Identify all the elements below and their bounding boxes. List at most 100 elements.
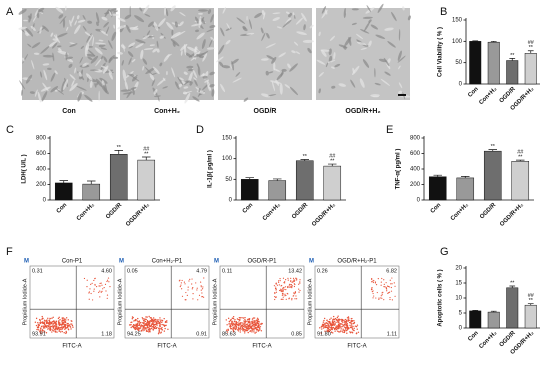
plot-frame <box>219 265 305 339</box>
event-dot <box>39 330 41 333</box>
event-dot <box>274 292 276 295</box>
cell-texture <box>268 71 274 74</box>
cell-texture <box>82 15 86 20</box>
event-dot <box>58 329 60 331</box>
event-dot <box>351 332 354 334</box>
cell-texture <box>269 80 282 84</box>
event-dot <box>185 299 187 301</box>
cell-texture <box>209 25 216 29</box>
event-dot <box>50 325 53 328</box>
event-dot <box>226 324 228 326</box>
y-tick-label: 200 <box>410 182 421 188</box>
cell-texture <box>202 75 208 79</box>
event-dot <box>47 317 49 319</box>
event-dot <box>150 324 153 327</box>
event-dot <box>43 330 45 332</box>
cell-texture <box>71 79 75 87</box>
event-dot <box>239 317 242 319</box>
event-dot <box>233 323 235 325</box>
cell-texture <box>182 90 193 95</box>
error-bar <box>509 285 516 288</box>
event-dot <box>282 291 284 293</box>
significance-mark: ** <box>510 53 515 59</box>
event-dot <box>66 322 68 325</box>
event-dot <box>320 332 322 334</box>
cell-texture <box>130 75 140 82</box>
event-dot <box>276 284 279 286</box>
cell-texture <box>397 50 402 61</box>
event-dot <box>342 331 344 334</box>
event-dot <box>244 322 246 325</box>
event-dot <box>93 288 95 290</box>
event-dot <box>148 321 151 324</box>
cell-texture <box>50 72 56 82</box>
event-dot <box>257 326 260 329</box>
event-dot <box>201 292 203 294</box>
event-dot <box>188 280 190 282</box>
event-dot <box>373 279 375 282</box>
event-dot <box>249 327 251 329</box>
cell-texture <box>351 22 357 26</box>
event-dot <box>321 328 323 330</box>
cell-texture <box>102 65 109 74</box>
y-axis-label: Propidium Iodide-A <box>117 278 123 325</box>
event-dot <box>274 287 277 290</box>
event-dot <box>90 292 92 295</box>
x-tick-label: OGD/R+H₂ <box>499 202 525 228</box>
event-dot <box>142 330 144 332</box>
event-dot <box>251 325 253 327</box>
event-dot <box>334 324 336 326</box>
cell-texture <box>55 33 58 41</box>
event-dot <box>238 328 241 330</box>
event-dot <box>166 320 168 322</box>
event-dot <box>44 324 46 326</box>
micrograph <box>316 3 411 100</box>
cell-texture <box>184 92 191 104</box>
event-dot <box>239 326 241 328</box>
cell-texture <box>156 40 159 48</box>
event-dot <box>225 319 227 321</box>
cell-texture <box>39 26 42 34</box>
event-dot <box>332 332 334 334</box>
event-dot <box>101 284 103 286</box>
event-dot <box>252 322 254 325</box>
event-dot <box>296 279 298 281</box>
cell-texture <box>42 63 50 66</box>
event-dot <box>332 326 335 329</box>
event-dot <box>137 321 140 323</box>
quadrant-percent: 0.91 <box>196 331 207 337</box>
event-dot <box>337 324 340 327</box>
event-dot <box>71 324 74 327</box>
event-dot <box>128 324 131 326</box>
micrograph <box>215 6 315 102</box>
bar <box>240 179 259 201</box>
event-dot <box>86 286 88 288</box>
event-dot <box>50 328 52 331</box>
event-dot <box>107 277 110 279</box>
event-dot <box>383 299 385 301</box>
event-dot <box>345 319 348 322</box>
cell-texture <box>126 90 132 99</box>
event-dot <box>372 297 374 299</box>
bar <box>469 41 482 85</box>
cell-texture <box>87 56 93 61</box>
bar <box>511 161 530 201</box>
event-dot <box>343 331 346 334</box>
event-dot <box>249 321 251 323</box>
event-dot <box>332 318 335 321</box>
cell-texture <box>166 53 172 58</box>
event-dot <box>69 326 72 328</box>
event-dot <box>62 326 65 328</box>
event-dot <box>250 326 252 328</box>
event-dot <box>353 327 355 330</box>
event-dot <box>141 317 144 319</box>
event-dot <box>284 293 286 295</box>
plot-title: OGD/R+H₂-P1 <box>337 259 377 265</box>
x-tick-label: OGD/R+H₂ <box>311 202 337 228</box>
cell-texture <box>59 15 67 25</box>
cell-texture <box>170 38 180 47</box>
cell-texture <box>142 65 144 71</box>
event-dot <box>43 321 46 323</box>
event-dot <box>41 329 44 331</box>
cell-texture <box>355 33 364 40</box>
